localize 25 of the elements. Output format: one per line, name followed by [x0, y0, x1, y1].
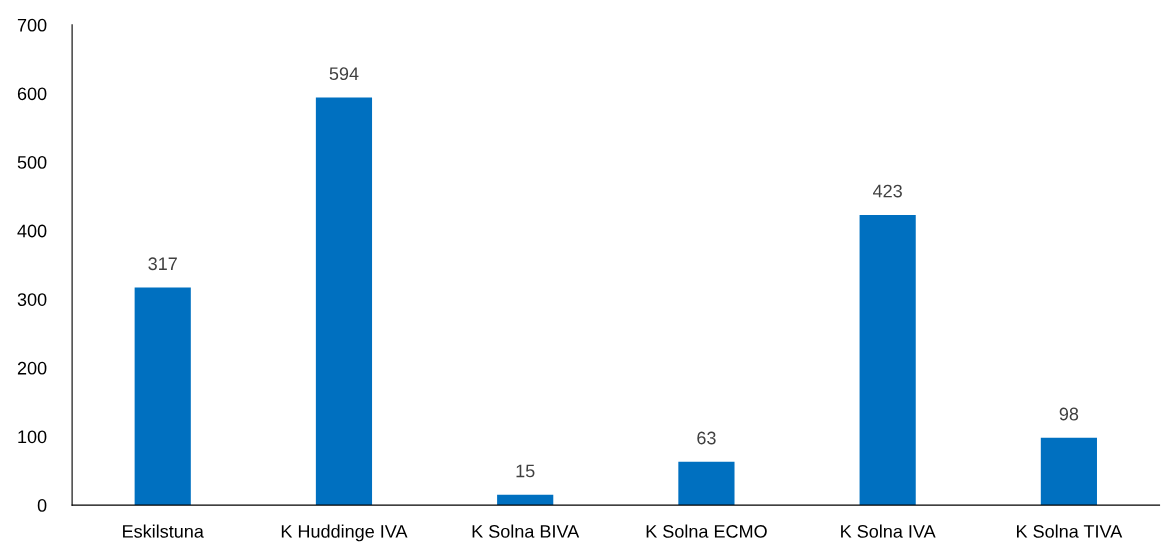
data-label: 98: [1059, 407, 1079, 421]
bar: [678, 461, 735, 506]
x-tick-label: K Solna IVA: [841, 524, 936, 538]
data-label: 317: [148, 257, 177, 271]
x-tick-label: Eskilstuna: [123, 524, 204, 538]
y-tick-label: 300: [17, 293, 47, 306]
data-label: 63: [697, 431, 716, 445]
bar: [859, 214, 916, 506]
y-tick-label: 500: [17, 155, 47, 169]
y-tick-label: 600: [17, 87, 47, 101]
y-tick-label: 700: [17, 18, 47, 32]
y-tick-label: 200: [17, 361, 47, 375]
data-label: 15: [516, 464, 535, 478]
y-tick-label: 100: [18, 430, 47, 444]
data-label: 423: [873, 184, 902, 198]
x-tick-label: K Solna TIVA: [1017, 524, 1123, 538]
x-tick-label: K Solna ECMO: [646, 524, 767, 538]
bar: [315, 97, 373, 506]
bar: [1040, 437, 1097, 506]
data-label: 594: [329, 67, 359, 81]
x-tick-label: K Solna BIVA: [472, 524, 580, 538]
x-tick-label: K Huddinge IVA: [281, 524, 408, 542]
y-tick-label: 400: [17, 224, 47, 238]
bar: [134, 287, 191, 506]
y-tick-label: 0: [37, 499, 47, 512]
